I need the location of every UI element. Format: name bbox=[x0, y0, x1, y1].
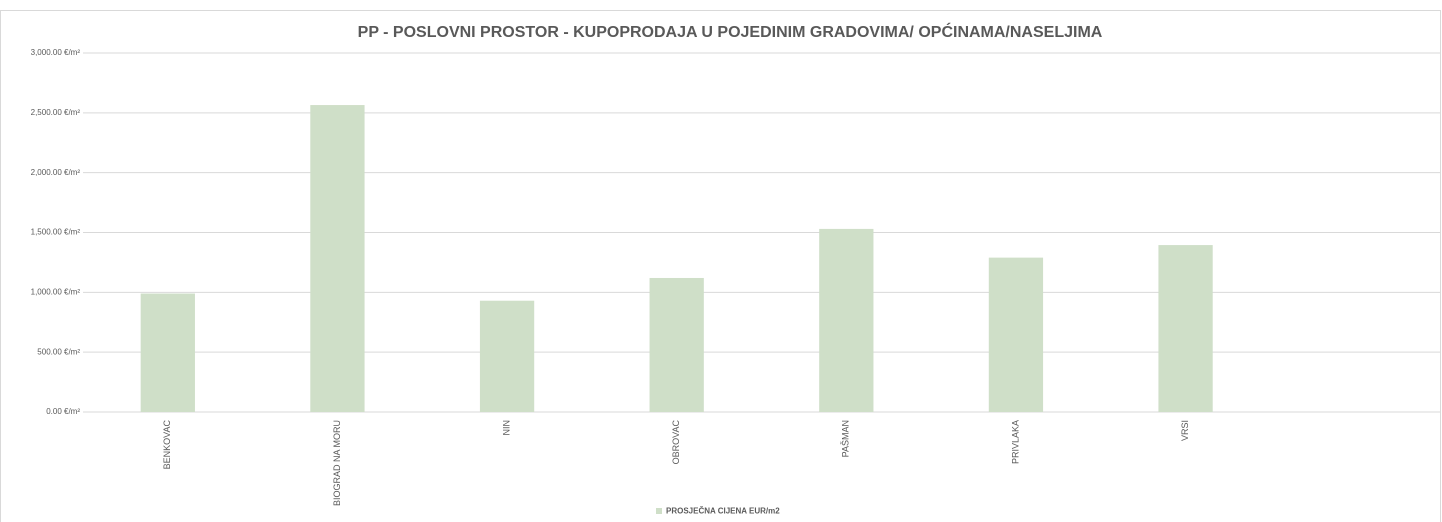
legend-label: PROSJEČNA CIJENA EUR/m2 bbox=[666, 507, 780, 516]
bar bbox=[988, 257, 1044, 412]
y-tick-label: 0.00 €/m² bbox=[46, 407, 80, 416]
x-tick-label: OBROVAC bbox=[671, 420, 681, 465]
y-tick-label: 1,000.00 €/m² bbox=[31, 287, 81, 296]
x-tick-label: VRSI bbox=[1180, 420, 1190, 441]
bar bbox=[479, 300, 535, 412]
bar bbox=[310, 105, 365, 413]
x-tick-label: PRIVLAKA bbox=[1010, 420, 1020, 464]
chart-border bbox=[0, 10, 1441, 522]
chart-title: PP - POSLOVNI PROSTOR - KUPOPRODAJA U PO… bbox=[358, 22, 1103, 41]
y-tick-label: 3,000.00 €/m² bbox=[31, 48, 81, 57]
x-tick-label: PAŠMAN bbox=[841, 420, 851, 457]
y-tick-label: 2,000.00 €/m² bbox=[31, 168, 81, 177]
legend-swatch bbox=[656, 508, 662, 514]
bar bbox=[819, 228, 874, 412]
y-tick-label: 500.00 €/m² bbox=[37, 347, 80, 356]
y-tick-label: 2,500.00 €/m² bbox=[31, 108, 81, 117]
bar bbox=[649, 277, 704, 412]
bar bbox=[140, 293, 195, 412]
bar bbox=[1158, 245, 1213, 412]
x-tick-label: BIOGRAD NA MORU bbox=[332, 420, 342, 506]
x-tick-label: NIN bbox=[501, 420, 511, 436]
x-tick-label: BENKOVAC bbox=[162, 420, 172, 470]
y-tick-label: 1,500.00 €/m² bbox=[31, 228, 81, 237]
